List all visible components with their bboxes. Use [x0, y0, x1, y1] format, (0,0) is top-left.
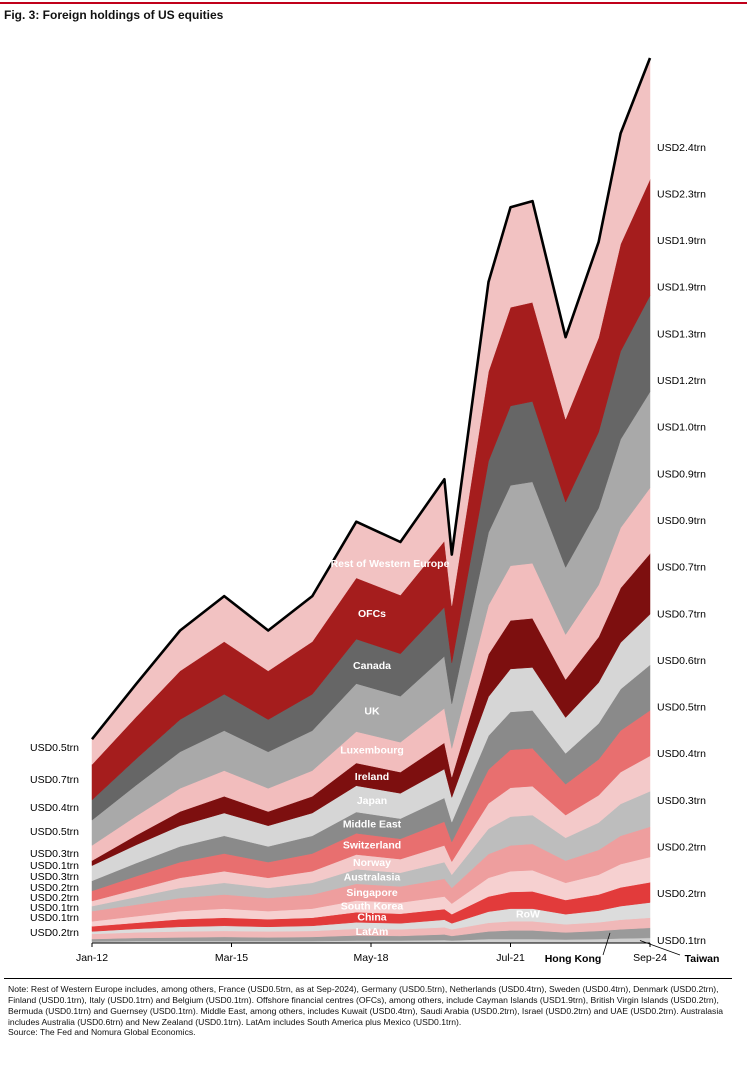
- start-value-label: USD0.3trn: [30, 848, 79, 860]
- series-label: Switzerland: [343, 839, 401, 851]
- end-value-label: USD2.3trn: [657, 188, 706, 200]
- end-value-label: USD1.9trn: [657, 282, 706, 294]
- series-label: LatAm: [356, 926, 389, 938]
- start-value-label: USD0.7trn: [30, 774, 79, 786]
- end-value-label: USD0.5trn: [657, 702, 706, 714]
- end-value-label: USD1.9trn: [657, 235, 706, 247]
- end-value-label: USD0.2trn: [657, 888, 706, 900]
- series-label: Ireland: [355, 771, 389, 783]
- series-label: Japan: [357, 795, 387, 807]
- series-label: Taiwan: [685, 953, 720, 965]
- end-value-label: USD1.3trn: [657, 328, 706, 340]
- end-value-label: USD0.4trn: [657, 748, 706, 760]
- series-label: Luxembourg: [340, 745, 404, 757]
- end-value-label: USD0.9trn: [657, 468, 706, 480]
- series-label: Hong Kong: [545, 953, 602, 965]
- end-value-label: USD0.3trn: [657, 795, 706, 807]
- series-label: Norway: [353, 857, 391, 869]
- start-value-label: USD0.1trn: [30, 860, 79, 872]
- note: Note: Rest of Western Europe includes, a…: [8, 984, 724, 1027]
- series-label: RoW: [516, 909, 540, 921]
- x-tick-label: May-18: [353, 952, 388, 964]
- total-line: [90, 57, 652, 741]
- start-value-label: USD0.3trn: [30, 871, 79, 883]
- start-value-label: USD0.1trn: [30, 902, 79, 914]
- series-label: UK: [364, 706, 380, 718]
- start-value-label: USD0.4trn: [30, 802, 79, 814]
- end-value-label: USD1.2trn: [657, 375, 706, 387]
- leader-line: [602, 932, 611, 956]
- start-value-label: USD0.5trn: [30, 742, 79, 754]
- end-value-label: USD2.4trn: [657, 142, 706, 154]
- series-label: Australasia: [344, 871, 401, 883]
- chart-title: Fig. 3: Foreign holdings of US equities: [4, 8, 224, 22]
- series-label: Canada: [353, 660, 391, 672]
- x-tick-label: Sep-24: [633, 952, 667, 964]
- start-value-label: USD0.2trn: [30, 927, 79, 939]
- x-tick-label: Jul-21: [496, 952, 525, 964]
- start-value-label: USD0.2trn: [30, 892, 79, 904]
- footer-rule: [4, 978, 732, 979]
- end-value-label: USD0.2trn: [657, 841, 706, 853]
- x-tick-label: Jan-12: [76, 952, 108, 964]
- series-label: Middle East: [343, 819, 402, 831]
- end-value-label: USD0.1trn: [657, 935, 706, 947]
- source: Source: The Fed and Nomura Global Econom…: [8, 1027, 196, 1037]
- end-value-label: USD0.7trn: [657, 562, 706, 574]
- start-value-label: USD0.2trn: [30, 882, 79, 894]
- series-label: Rest of Western Europe: [331, 558, 450, 570]
- series-label: China: [357, 911, 386, 923]
- x-tick-label: Mar-15: [215, 952, 248, 964]
- series-label: Singapore: [346, 887, 398, 899]
- end-value-label: USD0.6trn: [657, 655, 706, 667]
- top-rule: [0, 2, 747, 4]
- end-value-label: USD1.0trn: [657, 422, 706, 434]
- end-value-label: USD0.7trn: [657, 608, 706, 620]
- start-value-label: USD0.1trn: [30, 912, 79, 924]
- end-value-label: USD0.9trn: [657, 515, 706, 527]
- start-value-label: USD0.5trn: [30, 826, 79, 838]
- series-label: South Korea: [341, 901, 404, 913]
- series-label: OFCs: [358, 608, 386, 620]
